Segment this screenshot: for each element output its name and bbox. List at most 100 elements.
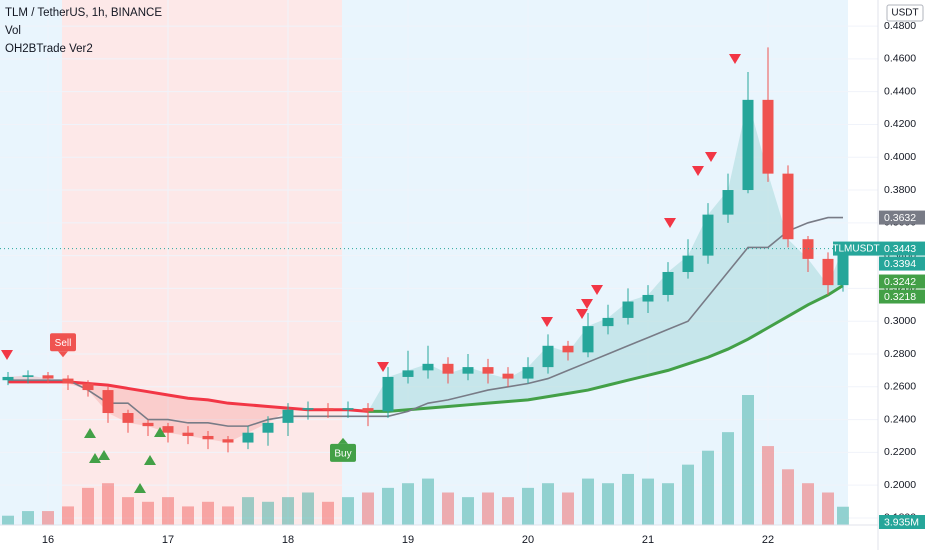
axis: 0.18000.20000.22000.24000.26000.28000.30… xyxy=(42,20,925,546)
candle-body xyxy=(102,390,114,414)
volume-bar xyxy=(82,487,94,525)
price-label-box xyxy=(879,241,925,256)
x-tick-label: 16 xyxy=(42,534,54,546)
ema-fill xyxy=(368,99,843,412)
candle-body xyxy=(382,376,394,412)
volume-bar xyxy=(702,450,714,525)
candle-body xyxy=(42,375,54,379)
price-label: 0.3394 xyxy=(884,258,916,270)
candle-body xyxy=(522,367,534,379)
candle-body xyxy=(602,317,614,327)
indicator-line xyxy=(368,284,844,413)
volume-bar xyxy=(762,446,774,525)
candle-body xyxy=(2,376,14,381)
candle-body xyxy=(222,439,234,443)
candle-body xyxy=(62,378,74,384)
zone-sell xyxy=(62,0,342,525)
volume-bar xyxy=(262,501,274,525)
volume-label-box xyxy=(879,515,925,529)
candle-body xyxy=(302,408,314,410)
candle-body xyxy=(462,367,474,374)
ema-fill xyxy=(8,375,368,443)
volume-bar xyxy=(1,515,14,525)
volume-bar xyxy=(402,483,414,525)
volume-bar xyxy=(42,511,54,525)
price-label: 0.3218 xyxy=(884,291,916,303)
volume-bar xyxy=(642,478,654,525)
buy-arrow xyxy=(98,450,110,460)
candle-body xyxy=(702,214,714,256)
y-tick-label: 0.3800 xyxy=(884,184,916,196)
sell-arrow xyxy=(729,54,741,64)
candle-body xyxy=(837,248,849,286)
volume-bar xyxy=(102,483,114,525)
price-label: 0.3242 xyxy=(884,276,916,288)
y-tick-label: 0.2600 xyxy=(884,381,916,393)
sell-arrow xyxy=(705,152,717,162)
volume-bar xyxy=(502,497,514,525)
y-tick-label: 0.4800 xyxy=(884,20,916,32)
volume-bar xyxy=(142,501,154,525)
buy-arrow xyxy=(144,455,156,465)
volume-bar xyxy=(782,469,794,525)
volume-bar xyxy=(742,395,754,525)
candle-body xyxy=(142,422,154,427)
currency-box xyxy=(886,4,924,22)
candle-body xyxy=(482,367,494,374)
price-label-box xyxy=(879,274,925,289)
volume-bar xyxy=(322,501,334,525)
candle-body xyxy=(682,255,694,273)
x-tick-label: 19 xyxy=(402,534,414,546)
y-tick-label: 0.2000 xyxy=(884,479,916,491)
price-label-box xyxy=(879,210,925,225)
candle-body xyxy=(362,408,374,412)
marks: Sell Buy xyxy=(0,0,878,525)
candle-body xyxy=(82,383,94,391)
volume-bar xyxy=(562,492,574,525)
volume-bar xyxy=(122,497,134,525)
candle-body xyxy=(202,435,214,440)
buy-arrow xyxy=(84,428,96,438)
sell-arrow xyxy=(576,309,588,319)
volume-bar xyxy=(22,511,34,525)
candle-body xyxy=(582,326,594,353)
sell-arrow xyxy=(591,285,603,295)
x-tick-label: 18 xyxy=(282,534,294,546)
signal-label: Sell xyxy=(55,338,72,349)
y-tick-label: 0.4400 xyxy=(884,85,916,97)
candle-body xyxy=(542,345,554,368)
y-tick-label: 0.2800 xyxy=(884,348,916,360)
candle-body xyxy=(642,294,654,302)
y-tick-label: 0.4600 xyxy=(884,53,916,65)
volume-bar xyxy=(722,432,734,525)
candle-body xyxy=(762,99,774,174)
indicator-title: OH2BTrade Ver2 xyxy=(5,43,93,55)
volume-bar xyxy=(622,473,634,525)
sell-arrow xyxy=(541,317,553,327)
price-label: 0.3443 xyxy=(884,243,916,255)
signal-box xyxy=(50,333,76,352)
volume-bar xyxy=(362,492,374,525)
buy-arrow xyxy=(154,427,166,437)
volume-bar xyxy=(482,492,494,525)
y-tick-label: 0.3000 xyxy=(884,315,916,327)
volume-bar xyxy=(542,483,554,525)
candle-body xyxy=(182,432,194,436)
symbol-title: TLM / TetherUS, 1h, BINANCE xyxy=(5,7,162,19)
price-label-box xyxy=(879,289,925,304)
candle-body xyxy=(822,258,834,286)
candle-body xyxy=(282,409,294,423)
x-tick-label: 20 xyxy=(522,534,534,546)
volume-bar xyxy=(582,478,594,525)
x-tick-label: 17 xyxy=(162,534,174,546)
candle-body xyxy=(742,99,754,191)
buy-arrows xyxy=(84,427,166,493)
candle-body xyxy=(622,301,634,318)
volume-bar xyxy=(662,483,674,525)
currency: USDT xyxy=(891,8,918,19)
volume-label: 3.935M xyxy=(884,516,919,528)
volume-bar xyxy=(422,478,434,525)
volume-bar xyxy=(802,483,814,525)
volume-bar xyxy=(202,501,214,525)
